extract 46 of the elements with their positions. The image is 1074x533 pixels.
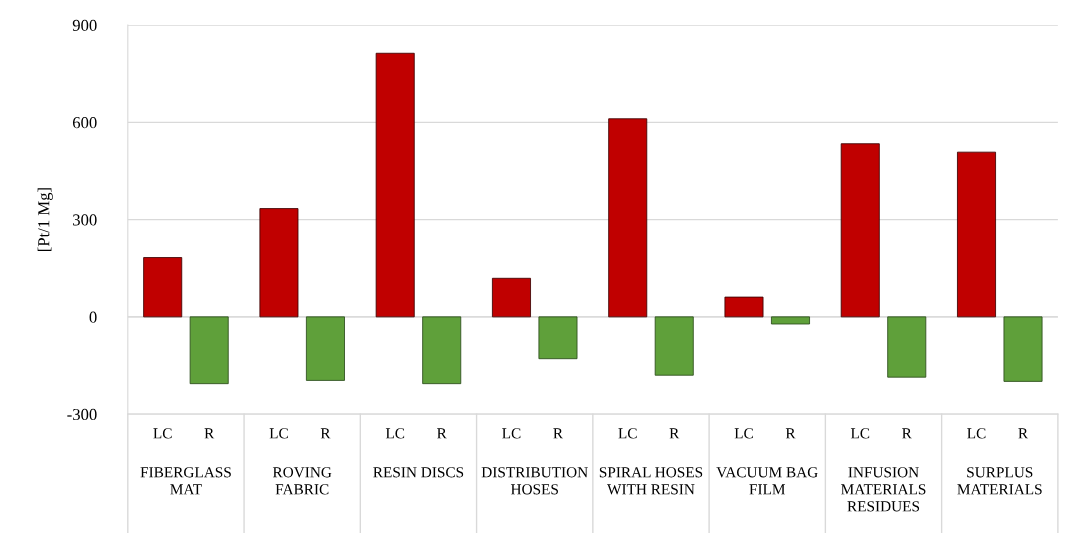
y-tick-label: 900 — [72, 19, 97, 31]
x-tick-label: INFUSION MATERIALS RESIDUES — [841, 467, 926, 512]
bar — [422, 316, 462, 385]
text: R — [437, 428, 447, 439]
x-tick-label: RESIN DISCS — [373, 467, 464, 478]
text: R — [902, 428, 912, 439]
text: LC — [734, 428, 753, 439]
text: R — [785, 428, 796, 439]
x-tick-label: FIBERGLASS MAT — [140, 467, 231, 495]
text: LC — [269, 428, 288, 439]
y-tick-label: 0 — [89, 311, 97, 323]
y-axis-title: [Pt/1 Mg] — [37, 188, 53, 251]
text: R — [204, 428, 215, 439]
text: LC — [618, 428, 637, 439]
x-tick-label: SURPLUS MATERIALS — [957, 467, 1042, 495]
text: R — [1018, 428, 1029, 439]
y-tick-label: 600 — [72, 117, 97, 129]
x-tick-label: DISTRIBUTION HOSES — [481, 467, 588, 495]
bar — [654, 316, 694, 376]
bar — [608, 118, 648, 318]
text: LC — [850, 428, 870, 439]
text: R — [669, 428, 680, 439]
x-tick-label: SPIRAL HOSES WITH RESIN — [599, 467, 703, 495]
bar — [887, 316, 927, 378]
bar — [305, 316, 345, 381]
bar — [143, 257, 183, 318]
text: LC — [385, 428, 405, 439]
text: R — [320, 428, 331, 439]
bar — [724, 296, 764, 318]
bar — [259, 208, 299, 318]
bar — [375, 52, 415, 318]
y-tick-label: 300 — [73, 214, 97, 226]
bar — [491, 277, 531, 318]
text: LC — [153, 428, 172, 439]
bar — [1003, 316, 1043, 382]
y-tick-label: -300 — [67, 408, 97, 421]
text: R — [553, 428, 564, 439]
bar — [840, 143, 880, 318]
text: LC — [967, 428, 986, 439]
x-tick-label: VACUUM BAG FILM — [716, 467, 818, 495]
x-tick-label: ROVING FABRIC — [272, 467, 332, 495]
text: LC — [502, 428, 521, 439]
bar — [771, 316, 810, 325]
bar — [538, 316, 578, 360]
bar — [189, 316, 229, 385]
bar — [957, 151, 996, 318]
